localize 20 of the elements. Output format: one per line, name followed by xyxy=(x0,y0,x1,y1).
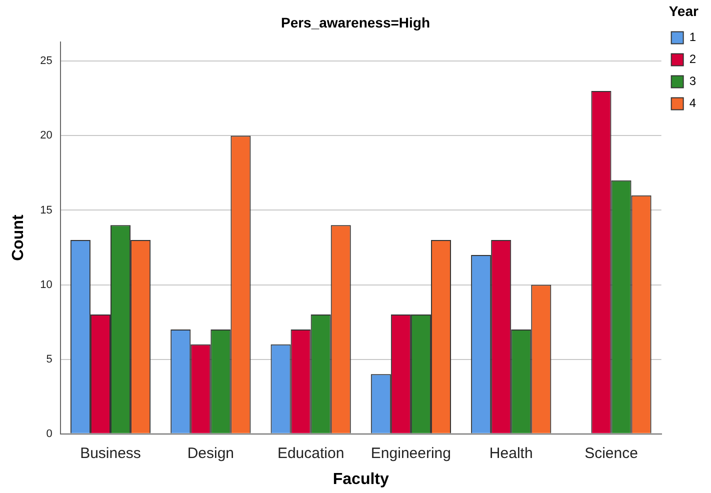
x-tick-label: Education xyxy=(277,444,344,462)
x-tick-label: Design xyxy=(187,444,234,462)
y-tick-label: 0 xyxy=(46,428,52,440)
y-tick-label: 20 xyxy=(40,130,52,142)
y-tick-label: 5 xyxy=(46,353,52,366)
legend-title: Year xyxy=(668,2,700,19)
legend-label: 4 xyxy=(689,96,696,110)
x-tick-label: Health xyxy=(489,444,533,462)
x-axis-title: Faculty xyxy=(332,470,389,488)
x-tick-label: Business xyxy=(80,444,141,462)
x-tick-label: Engineering xyxy=(370,444,451,462)
y-axis-title: Count xyxy=(10,214,28,261)
x-tick-label: Science xyxy=(584,444,638,462)
y-tick-label: 15 xyxy=(40,204,52,216)
y-tick-label: 10 xyxy=(40,278,52,291)
legend-label: 1 xyxy=(689,30,696,44)
legend-label: 2 xyxy=(689,52,696,66)
y-tick-label: 25 xyxy=(40,55,52,68)
chart-title: Pers_awareness=High xyxy=(280,14,430,30)
legend-label: 3 xyxy=(689,74,696,88)
